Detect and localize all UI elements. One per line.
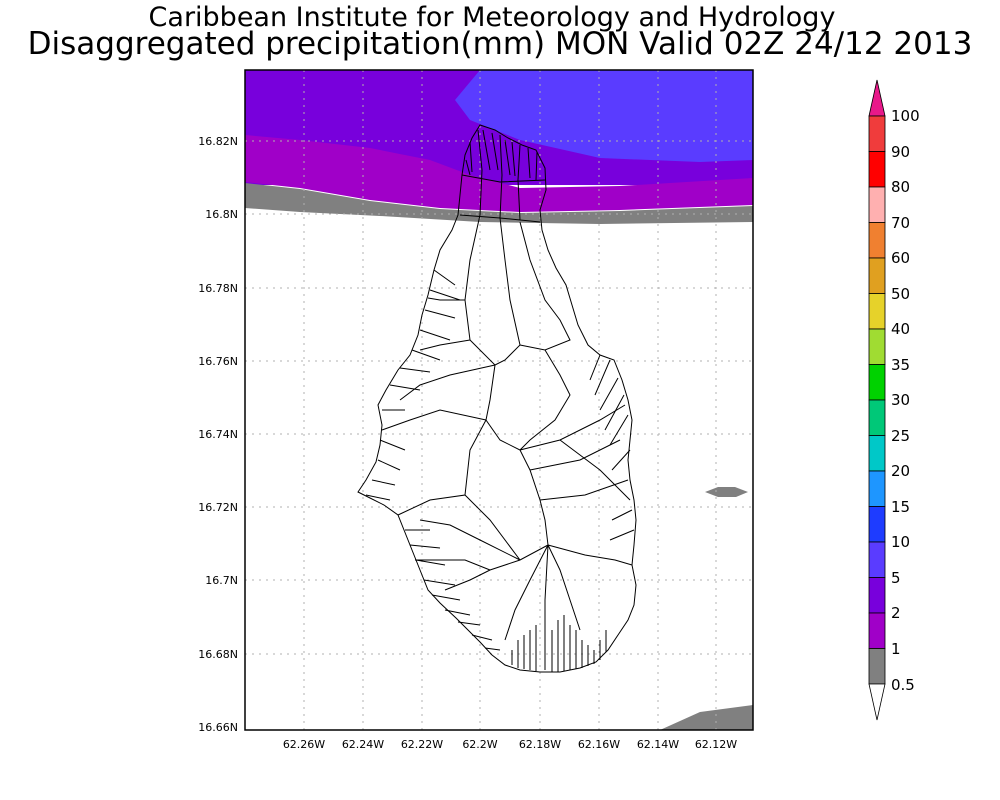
- colorbar-box-10: [868, 541, 886, 578]
- colorbar-label: 2: [891, 604, 901, 622]
- colorbar-under-triangle: [868, 683, 886, 721]
- precip-1mm-east-patch: [705, 487, 748, 497]
- colorbar-box-70: [868, 222, 886, 259]
- colorbar-label: 40: [891, 320, 910, 338]
- colorbar-over-triangle: [868, 79, 886, 117]
- lon-tick-labels: 62.26W 62.24W 62.22W 62.2W 62.18W 62.16W…: [283, 738, 737, 751]
- colorbar-box-90: [868, 151, 886, 188]
- colorbar-label: 30: [891, 391, 910, 409]
- colorbar-box-50: [868, 293, 886, 330]
- lon-tick: 62.22W: [401, 738, 443, 751]
- colorbar-labels: 100 90 80 70 60 50 40 35 30 25 20 15 10 …: [891, 107, 920, 694]
- colorbar-box-15: [868, 506, 886, 543]
- colorbar-label: 60: [891, 249, 910, 267]
- lat-gridlines: [245, 140, 753, 655]
- colorbar-label: 50: [891, 285, 910, 303]
- colorbar-box-5: [868, 577, 886, 614]
- colorbar-box-100: [868, 115, 886, 152]
- lat-tick: 16.68N: [198, 648, 238, 661]
- colorbar-label: 20: [891, 462, 910, 480]
- colorbar-label: 5: [891, 569, 901, 587]
- lat-tick: 16.72N: [198, 501, 238, 514]
- colorbar-label: 15: [891, 498, 910, 516]
- lon-tick: 62.12W: [695, 738, 737, 751]
- product-title: Disaggregated precipitation(mm) MON Vali…: [27, 26, 973, 62]
- watershed-lines: [381, 129, 633, 670]
- institute-title: Caribbean Institute for Meteorology and …: [148, 2, 836, 33]
- island-coastline: [357, 124, 637, 673]
- colorbar: [868, 79, 886, 721]
- colorbar-box-40: [868, 328, 886, 365]
- map-frame: [244, 69, 754, 731]
- lon-tick: 62.24W: [342, 738, 384, 751]
- colorbar-box-30: [868, 399, 886, 436]
- lon-tick: 62.18W: [519, 738, 561, 751]
- lon-tick: 62.16W: [578, 738, 620, 751]
- precip-field: [245, 70, 753, 730]
- colorbar-box-60: [868, 257, 886, 294]
- colorbar-label: 1: [891, 640, 901, 658]
- north-drainage-lines: [465, 129, 538, 181]
- lon-tick: 62.2W: [462, 738, 497, 751]
- colorbar-label: 70: [891, 214, 910, 232]
- colorbar-box-25: [868, 435, 886, 472]
- lat-tick: 16.66N: [198, 721, 238, 734]
- colorbar-box-1: [868, 648, 886, 685]
- precip-1mm-se-patch: [660, 705, 753, 730]
- colorbar-box-2: [868, 612, 886, 649]
- colorbar-box-35: [868, 364, 886, 401]
- lat-tick: 16.76N: [198, 355, 238, 368]
- colorbar-label: 80: [891, 178, 910, 196]
- colorbar-label: 0.5: [891, 676, 915, 694]
- lat-tick: 16.78N: [198, 282, 238, 295]
- colorbar-label: 25: [891, 427, 910, 445]
- lat-tick: 16.8N: [205, 208, 238, 221]
- south-drainage-lines: [511, 615, 607, 672]
- island-outline: [357, 124, 637, 673]
- west-drainage-lines: [365, 269, 501, 651]
- lat-tick: 16.74N: [198, 428, 238, 441]
- lat-tick: 16.7N: [205, 574, 238, 587]
- east-drainage-lines: [589, 354, 635, 541]
- colorbar-label: 90: [891, 143, 910, 161]
- colorbar-label: 100: [891, 107, 920, 125]
- colorbar-label: 10: [891, 533, 910, 551]
- lat-tick-labels: 16.82N 16.8N 16.78N 16.76N 16.74N 16.72N…: [198, 135, 238, 734]
- precip-10mm-area: [455, 70, 753, 162]
- precip-2mm-band: [245, 135, 753, 212]
- lon-gridlines: [303, 70, 717, 730]
- lon-tick: 62.26W: [283, 738, 325, 751]
- lat-tick: 16.82N: [198, 135, 238, 148]
- lon-tick: 62.14W: [637, 738, 679, 751]
- colorbar-box-20: [868, 470, 886, 507]
- colorbar-label: 35: [891, 356, 910, 374]
- colorbar-box-80: [868, 186, 886, 223]
